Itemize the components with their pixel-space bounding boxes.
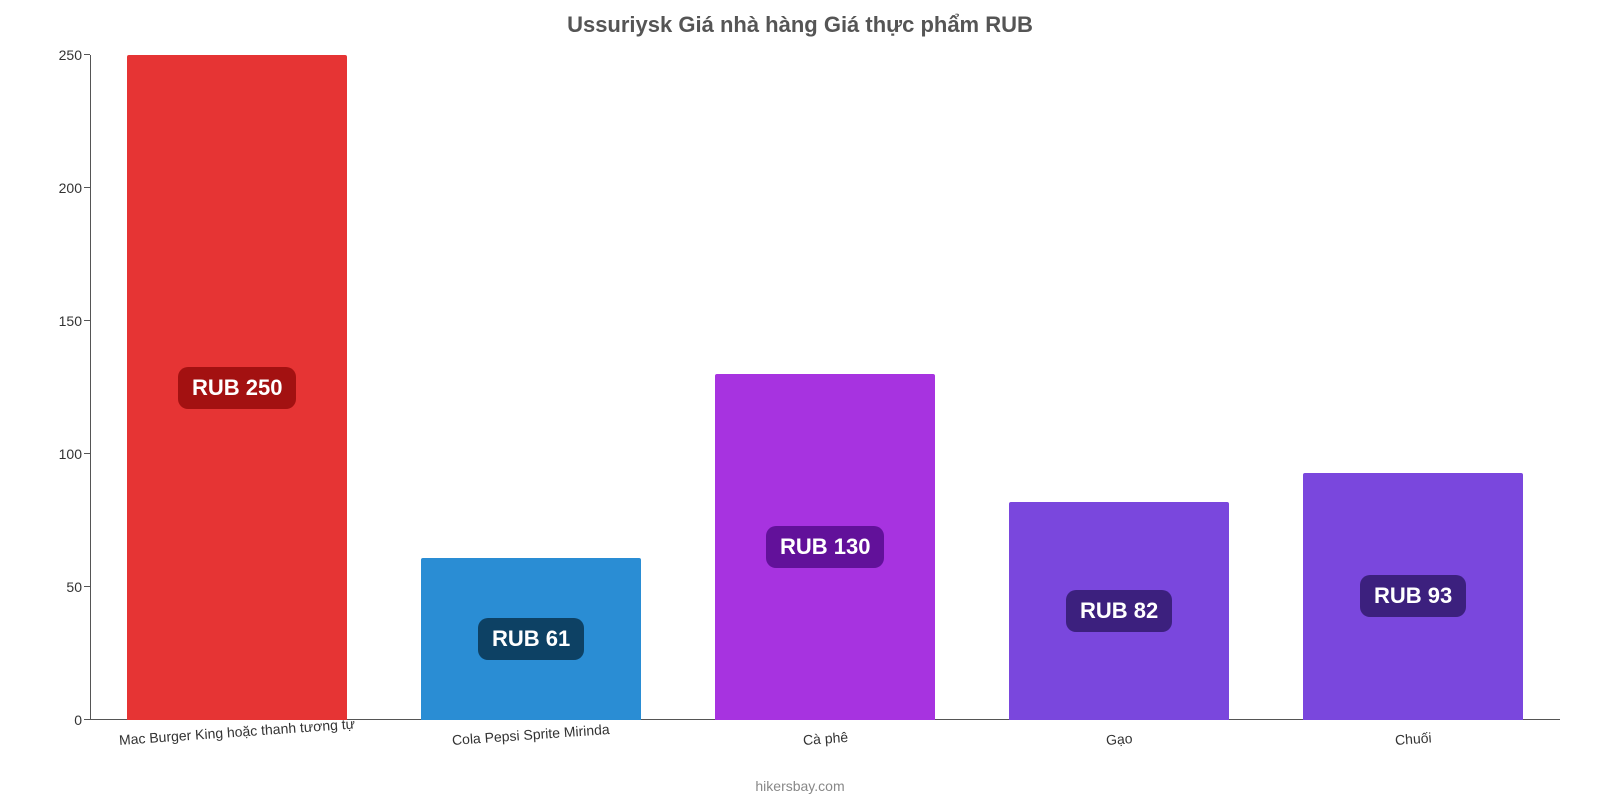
x-label: Mac Burger King hoặc thanh tương tự	[118, 716, 355, 748]
y-tick-mark	[84, 453, 90, 454]
footer-credit: hikersbay.com	[0, 778, 1600, 794]
y-tick-mark	[84, 187, 90, 188]
x-label: Cola Pepsi Sprite Mirinda	[451, 721, 610, 748]
value-badge: RUB 130	[766, 526, 884, 568]
bars-container: RUB 250 RUB 61 RUB 130 RUB 82 RUB 93	[90, 55, 1560, 720]
plot-region: RUB 250RUB 61RUB 130RUB 82RUB 93 0501001…	[90, 55, 1560, 720]
y-tick-label: 0	[32, 712, 82, 728]
value-badge: RUB 93	[1360, 575, 1466, 617]
x-label: Cà phê	[802, 729, 848, 748]
y-tick-label: 100	[32, 446, 82, 462]
y-tick-mark	[84, 320, 90, 321]
y-tick-mark	[84, 54, 90, 55]
x-label: Chuối	[1394, 729, 1432, 748]
chart-title: Ussuriysk Giá nhà hàng Giá thực phẩm RUB	[0, 0, 1600, 38]
value-badge: RUB 82	[1066, 590, 1172, 632]
y-tick-label: 200	[32, 180, 82, 196]
y-tick-label: 150	[32, 313, 82, 329]
x-label: Gạo	[1105, 730, 1133, 748]
y-tick-mark	[84, 586, 90, 587]
y-tick-mark	[84, 719, 90, 720]
y-tick-label: 50	[32, 579, 82, 595]
chart-area: RUB 250RUB 61RUB 130RUB 82RUB 93 0501001…	[90, 55, 1560, 720]
x-labels-container: Mac Burger King hoặc thanh tương tựCola …	[90, 732, 1560, 772]
y-tick-label: 250	[32, 47, 82, 63]
value-badge: RUB 61	[478, 618, 584, 660]
value-badge: RUB 250	[178, 367, 296, 409]
